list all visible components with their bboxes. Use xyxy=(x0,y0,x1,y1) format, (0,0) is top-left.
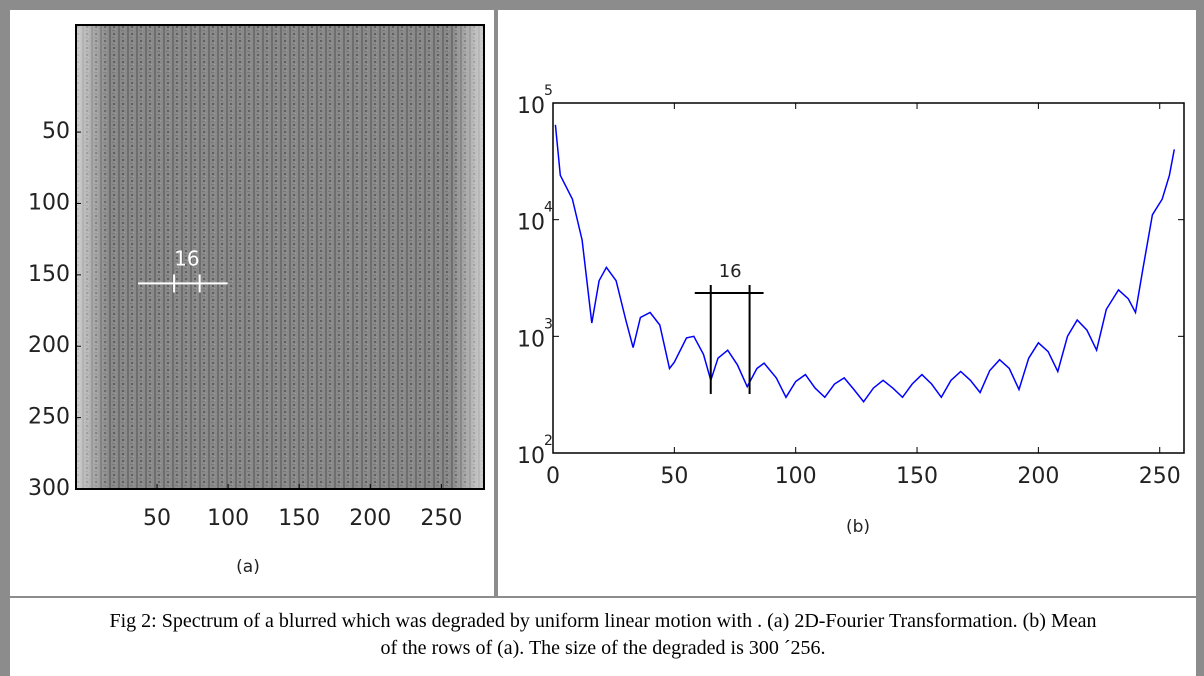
x-tick-label: 100 xyxy=(207,506,249,531)
y-tick-label: 10 xyxy=(517,94,545,119)
y-tick-label: 300 xyxy=(28,476,70,501)
y-tick-label: 10 xyxy=(517,211,545,236)
caption: Fig 2: Spectrum of a blurred which was d… xyxy=(109,610,1097,659)
subtitle: (a) xyxy=(236,557,260,577)
panel-b: 10 2 10 3 10 4 10 5 0 50 100 150 200 250 (b) 16 xyxy=(498,10,1196,596)
subtitle: (b) xyxy=(846,517,870,537)
data-line xyxy=(554,124,1176,403)
y-tick-exponent: 4 xyxy=(544,200,553,216)
y-tick-exponent: 2 xyxy=(544,433,553,449)
x-tick-label: 150 xyxy=(896,464,938,489)
x-tick-label: 50 xyxy=(660,464,688,489)
x-tick-label: 150 xyxy=(278,506,320,531)
x-tick-label: 250 xyxy=(420,506,462,531)
y-tick-label: 100 xyxy=(28,190,70,215)
x-tick-label: 250 xyxy=(1139,464,1181,489)
y-tick-label: 250 xyxy=(28,405,70,430)
axes-box xyxy=(552,102,1185,454)
y-tick-label: 200 xyxy=(28,333,70,358)
image-fade xyxy=(76,25,484,489)
x-tick-label: 200 xyxy=(349,506,391,531)
y-tick-label: 150 xyxy=(28,262,70,287)
axes-box xyxy=(75,24,485,490)
x-tick-label: 0 xyxy=(546,464,560,489)
x-tick-label: 200 xyxy=(1017,464,1059,489)
y-tick-exponent: 3 xyxy=(544,316,553,332)
y-tick-label: 50 xyxy=(42,119,70,144)
panel-a: 50 100 150 200 250 300 50 100 150 200 250 (a) 16 xyxy=(10,10,494,596)
caption-cell: Fig 2: Spectrum of a blurred which was d… xyxy=(10,598,1196,676)
x-tick-label: 100 xyxy=(775,464,817,489)
y-tick-label: 10 xyxy=(517,444,545,469)
y-tick-exponent: 5 xyxy=(544,83,553,99)
y-tick-label: 10 xyxy=(517,327,545,352)
annotation-text: 16 xyxy=(174,246,199,270)
x-tick-label: 50 xyxy=(143,506,171,531)
chart-a: 50 100 150 200 250 300 50 100 150 200 250 (a) 16 xyxy=(28,24,485,577)
annotation-text: 16 xyxy=(719,261,742,282)
